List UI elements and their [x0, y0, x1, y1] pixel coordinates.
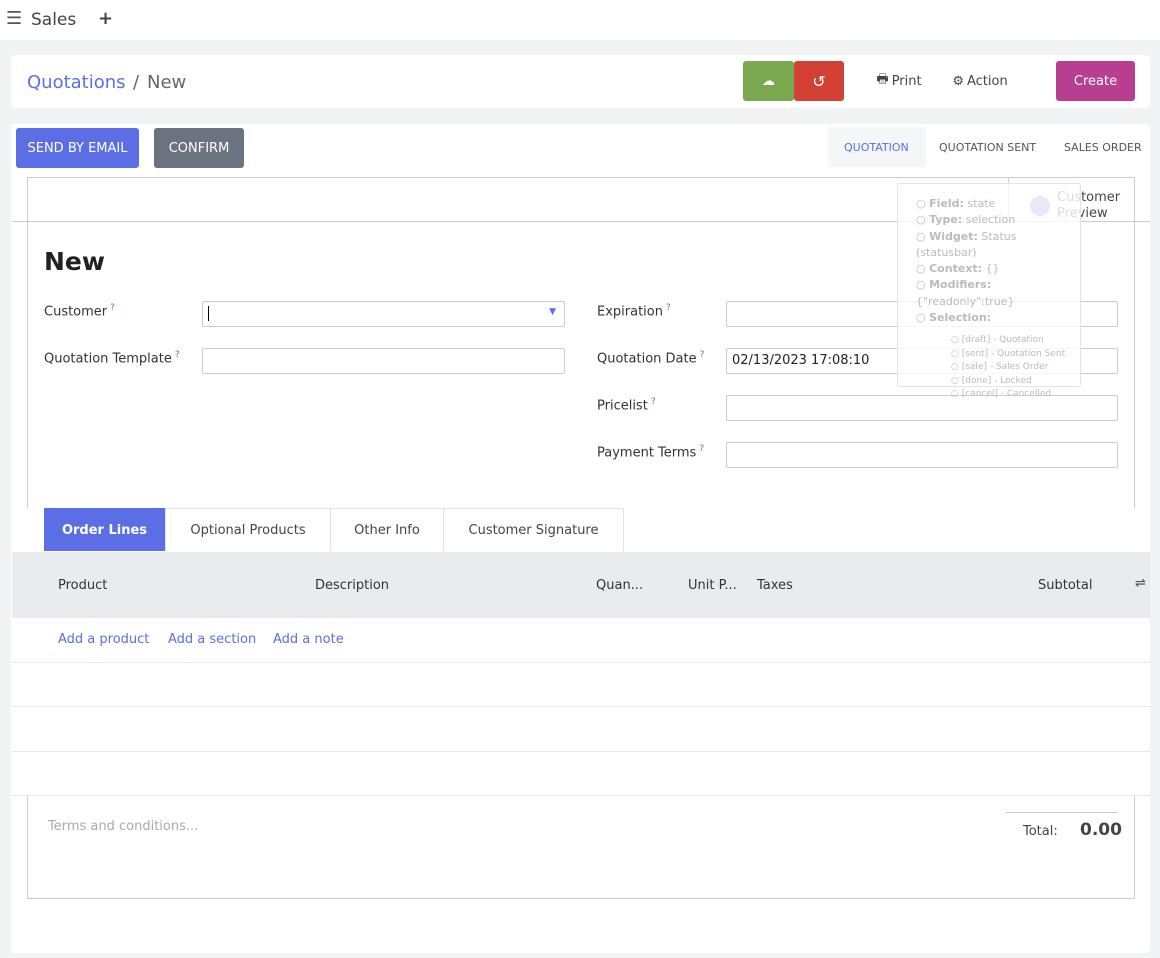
- column-product[interactable]: Product: [58, 578, 108, 593]
- payment-terms-input[interactable]: [726, 442, 1118, 468]
- field-tooltip: ○ Field: state ○ Type: selection ○ Widge…: [897, 183, 1081, 399]
- total-label: Total:: [1023, 824, 1058, 839]
- form-sheet: [27, 177, 1135, 508]
- confirm-button[interactable]: CONFIRM: [154, 128, 244, 168]
- record-title: New: [44, 247, 105, 276]
- table-row: [12, 663, 1150, 707]
- status-sales-order[interactable]: SALES ORDER: [1064, 140, 1142, 154]
- chevron-down-icon[interactable]: ▼: [549, 307, 556, 317]
- divider: [1006, 812, 1118, 813]
- undo-icon: ↺: [812, 71, 826, 91]
- tab-other-info[interactable]: Other Info: [330, 508, 444, 551]
- column-subtotal[interactable]: Subtotal: [1038, 578, 1093, 593]
- action-button[interactable]: ⚙ Action: [948, 61, 1012, 101]
- pricelist-input[interactable]: [726, 395, 1118, 421]
- plus-icon[interactable]: +: [98, 8, 114, 29]
- control-panel: Quotations / New: [11, 55, 1150, 108]
- add-section-link[interactable]: Add a section: [168, 632, 257, 647]
- cloud-upload-icon: ☁: [762, 73, 775, 89]
- status-quotation-sent[interactable]: QUOTATION SENT: [939, 140, 1037, 154]
- table-row: Add a product Add a section Add a note: [12, 618, 1150, 663]
- printer-icon: 🖶: [876, 72, 889, 87]
- save-button[interactable]: ☁: [743, 61, 794, 101]
- gear-icon: ⚙: [952, 73, 964, 89]
- customer-label: Customer?: [44, 303, 115, 320]
- payment-terms-label: Payment Terms?: [597, 444, 705, 461]
- customer-input[interactable]: ▼: [202, 301, 565, 327]
- print-label: Print: [891, 73, 922, 89]
- create-button[interactable]: Create: [1056, 61, 1135, 101]
- breadcrumb-separator: /: [133, 72, 140, 93]
- column-quantity[interactable]: Quan...: [596, 578, 644, 593]
- column-taxes[interactable]: Taxes: [757, 578, 793, 593]
- quotation-template-label: Quotation Template?: [44, 350, 180, 367]
- form-sheet-bottom: [27, 796, 1135, 899]
- divider: [12, 221, 1150, 222]
- terms-input[interactable]: Terms and conditions...: [48, 819, 199, 834]
- column-description[interactable]: Description: [315, 578, 390, 593]
- optional-columns-icon[interactable]: ⇌: [1135, 576, 1146, 591]
- tab-customer-signature[interactable]: Customer Signature: [443, 508, 624, 551]
- hamburger-icon[interactable]: ☰: [6, 8, 23, 29]
- expiration-label: Expiration?: [597, 303, 671, 320]
- discard-button[interactable]: ↺: [794, 61, 844, 101]
- print-button[interactable]: 🖶 Print: [870, 61, 928, 101]
- breadcrumb-quotations[interactable]: Quotations: [27, 72, 126, 93]
- action-label: Action: [966, 73, 1008, 89]
- status-quotation[interactable]: QUOTATION: [828, 127, 926, 167]
- breadcrumb-current: New: [147, 72, 187, 93]
- app-name[interactable]: Sales: [31, 10, 77, 30]
- quotation-date-label: Quotation Date?: [597, 350, 705, 367]
- column-unit-price[interactable]: Unit P...: [688, 578, 737, 593]
- quotation-template-input[interactable]: [202, 348, 565, 374]
- add-note-link[interactable]: Add a note: [273, 632, 344, 647]
- tab-order-lines[interactable]: Order Lines: [44, 508, 165, 551]
- add-product-link[interactable]: Add a product: [58, 632, 150, 647]
- tab-optional-products[interactable]: Optional Products: [165, 508, 331, 551]
- top-bar: ☰ Sales +: [0, 0, 1160, 40]
- table-row: [12, 707, 1150, 752]
- total-value: 0.00: [1080, 820, 1122, 840]
- table-header: [12, 552, 1150, 618]
- table-row: [12, 752, 1150, 796]
- pricelist-label: Pricelist?: [597, 397, 656, 414]
- send-by-email-button[interactable]: SEND BY EMAIL: [16, 128, 139, 168]
